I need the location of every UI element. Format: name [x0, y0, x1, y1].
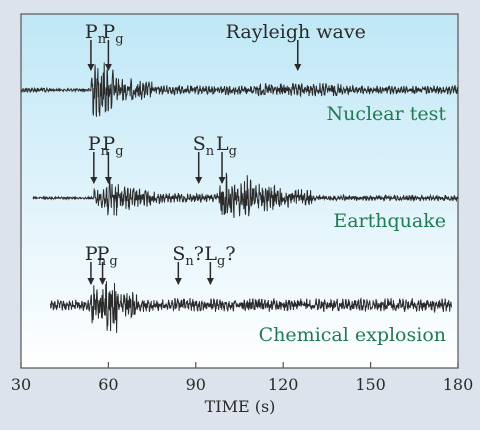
phase-lg-chemical-explosion: Lg?: [204, 243, 236, 285]
phase-label-phase-pg-chemical-explosion: Pg: [97, 243, 118, 269]
arrow-head-phase-sn-chemical-explosion: [174, 278, 182, 285]
phase-label-phase-pg-nuclear-test: Pg: [102, 21, 123, 47]
event-label-nuclear-test: Nuclear test: [326, 103, 446, 125]
arrow-head-phase-lg-chemical-explosion: [206, 278, 214, 285]
phase-pg-nuclear-test: Pg: [102, 21, 124, 71]
x-axis: 30 60 90 120 150 180: [11, 362, 473, 394]
x-tick-label-180: 180: [443, 375, 474, 394]
arrow-head-phase-sn-earthquake: [195, 177, 203, 184]
phase-label-phase-pg-earthquake: Pg: [102, 133, 123, 159]
trace-chemical-explosion: [49, 281, 453, 334]
phase-pn-nuclear-test: Pn: [85, 21, 107, 71]
phase-sn-chemical-explosion: Sn?: [172, 243, 204, 285]
arrow-head-phase-pg-nuclear-test: [104, 64, 112, 71]
phase-label-phase-lg-earthquake: Lg: [216, 133, 237, 159]
arrow-head-phase-pn-chemical-explosion: [87, 278, 95, 285]
x-tick-label-150: 150: [355, 375, 386, 394]
phase-pg-earthquake: Pg: [102, 133, 124, 184]
phase-pg-chemical-explosion: Pg: [97, 243, 118, 285]
x-tick-label-120: 120: [268, 375, 299, 394]
phase-rayleigh-wave-nuclear-test: Rayleigh wave: [226, 21, 366, 71]
event-labels: Nuclear test Earthquake Chemical explosion: [259, 103, 447, 346]
phase-label-phase-pn-nuclear-test: Pn: [85, 21, 107, 47]
arrow-head-phase-pn-nuclear-test: [87, 64, 95, 71]
phase-label-phase-sn-chemical-explosion: Sn?: [172, 243, 204, 269]
arrow-head-phase-pg-earthquake: [104, 177, 112, 184]
phase-label-phase-rayleigh-wave-nuclear-test: Rayleigh wave: [226, 21, 366, 43]
event-label-chemical-explosion: Chemical explosion: [259, 324, 446, 346]
arrow-head-phase-rayleigh-wave-nuclear-test: [294, 64, 302, 71]
phase-pn-chemical-explosion: Pn: [85, 243, 107, 285]
seismogram-traces: [20, 62, 459, 334]
plot-area: [20, 13, 459, 369]
phase-pn-earthquake: Pn: [88, 133, 110, 184]
x-axis-title: TIME (s): [205, 397, 276, 416]
trace-earthquake: [32, 172, 459, 219]
phase-label-phase-pn-chemical-explosion: Pn: [85, 243, 107, 269]
event-label-earthquake: Earthquake: [333, 210, 446, 232]
arrow-head-phase-lg-earthquake: [218, 177, 226, 184]
phase-label-phase-sn-earthquake: Sn: [193, 133, 215, 159]
arrow-head-phase-pg-chemical-explosion: [99, 278, 107, 285]
arrow-head-phase-pn-earthquake: [90, 177, 98, 184]
phase-label-phase-lg-chemical-explosion: Lg?: [204, 243, 235, 269]
x-tick-label-60: 60: [98, 375, 118, 394]
trace-nuclear-test: [20, 62, 459, 117]
x-tick-label-30: 30: [11, 375, 31, 394]
phase-label-phase-pn-earthquake: Pn: [88, 133, 110, 159]
x-tick-label-90: 90: [186, 375, 206, 394]
phase-sn-earthquake: Sn: [193, 133, 215, 184]
phase-lg-earthquake: Lg: [216, 133, 237, 184]
